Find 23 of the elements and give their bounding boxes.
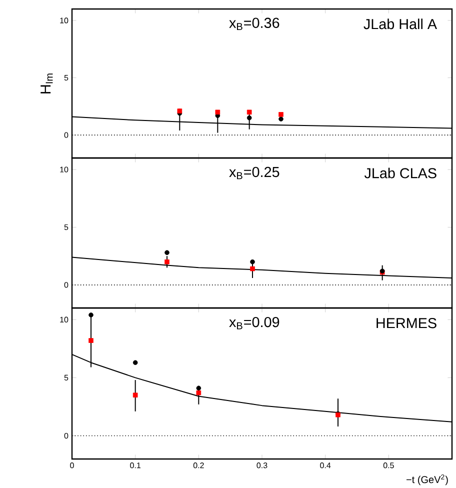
annotation: HERMES: [376, 318, 436, 328]
x-tick-label: 0.2: [193, 462, 204, 468]
annotation: JLab CLAS: [364, 168, 436, 178]
y-tick-label: 0: [64, 282, 68, 288]
annotation: x$_{B}$=0.36: [229, 18, 280, 30]
x-axis-title: −t (GeV$^{2}$): [406, 474, 448, 486]
x-tick-label: 0.1: [130, 462, 141, 468]
annotation: JLab Hall A: [364, 18, 438, 30]
y-tick-label: 5: [64, 224, 68, 230]
y-tick-label: 10: [60, 316, 68, 322]
y-tick-label: 10: [60, 166, 68, 172]
x-tick-label: 0: [70, 462, 74, 468]
y-tick-label: 0: [64, 132, 68, 138]
y-tick-label: 5: [64, 74, 68, 81]
y-axis-title: H$_{Im}$: [40, 74, 53, 94]
x-tick-label: 0.5: [383, 462, 394, 468]
annotation: x$_{B}$=0.25: [229, 166, 280, 180]
y-tick-label: 10: [60, 18, 68, 24]
x-tick-label: 0.4: [320, 462, 331, 468]
annotation: x$_{B}$=0.09: [229, 316, 280, 330]
y-tick-label: 5: [64, 374, 68, 380]
x-tick-label: 0.3: [256, 462, 268, 468]
y-tick-label: 0: [64, 432, 68, 439]
